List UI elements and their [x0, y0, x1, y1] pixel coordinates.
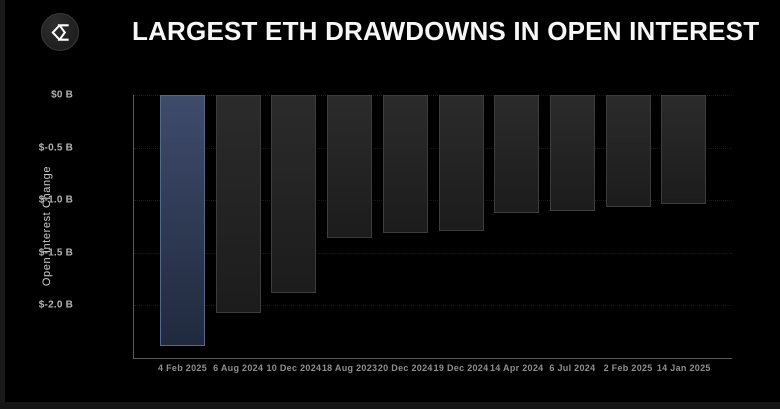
- y-axis-title: Open Interest Change: [41, 165, 53, 287]
- bar-10-dec-2024[interactable]: [271, 95, 317, 293]
- gridline: [134, 252, 732, 254]
- bar-20-dec-2024[interactable]: [382, 95, 428, 233]
- y-tick-label: $0 B: [51, 89, 73, 101]
- plot-area: $0 B $-0.5 B $-1.0 B $-1.5 B $-2.0 B 4 Feb 20…: [39, 90, 732, 373]
- gridline: [134, 95, 732, 96]
- x-tick-label: 6 Jul 2024: [549, 363, 596, 373]
- x-tick-label: 6 Aug 2024: [213, 363, 264, 373]
- gridline: [134, 147, 732, 149]
- y-tick-label: $-1.0 B: [38, 194, 73, 206]
- x-tick-label: 2 Feb 2025: [603, 363, 653, 373]
- bar-4-feb-2025[interactable]: [160, 95, 205, 347]
- bar-14-jan-2025[interactable]: [661, 95, 707, 205]
- chart-title: LARGEST ETH DRAWDOWNS IN OPEN INTEREST: [132, 16, 760, 46]
- sigma-diamond-logo[interactable]: [41, 13, 79, 51]
- bar-19-dec-2024[interactable]: [438, 95, 484, 231]
- gridline: [134, 305, 732, 307]
- x-tick-label: 18 Aug 2023: [321, 363, 378, 373]
- x-tick-label: 20 Dec 2024: [377, 363, 433, 373]
- bar-6-jul-2024[interactable]: [549, 95, 595, 211]
- y-tick-label: $-1.5 B: [38, 247, 73, 259]
- x-tick-label: 19 Dec 2024: [433, 363, 489, 373]
- bottom-edge-strip: [0, 402, 780, 409]
- x-tick-label: 14 Apr 2024: [489, 363, 544, 373]
- x-tick-label: 14 Jan 2025: [656, 363, 711, 373]
- y-tick-label: $-0.5 B: [38, 142, 73, 154]
- sigma-diamond-icon: [50, 23, 69, 41]
- bar-18-aug-2023[interactable]: [327, 95, 373, 239]
- x-tick-label: 10 Dec 2024: [266, 363, 322, 373]
- left-edge-strip: [0, 0, 5, 409]
- bar-2-feb-2025[interactable]: [605, 95, 651, 207]
- bar-14-apr-2024[interactable]: [494, 95, 540, 213]
- gridline: [134, 200, 732, 202]
- y-tick-label: $-2.0 B: [38, 299, 73, 311]
- bar-6-aug-2024[interactable]: [215, 95, 261, 313]
- x-tick-label: 4 Feb 2025: [157, 363, 208, 373]
